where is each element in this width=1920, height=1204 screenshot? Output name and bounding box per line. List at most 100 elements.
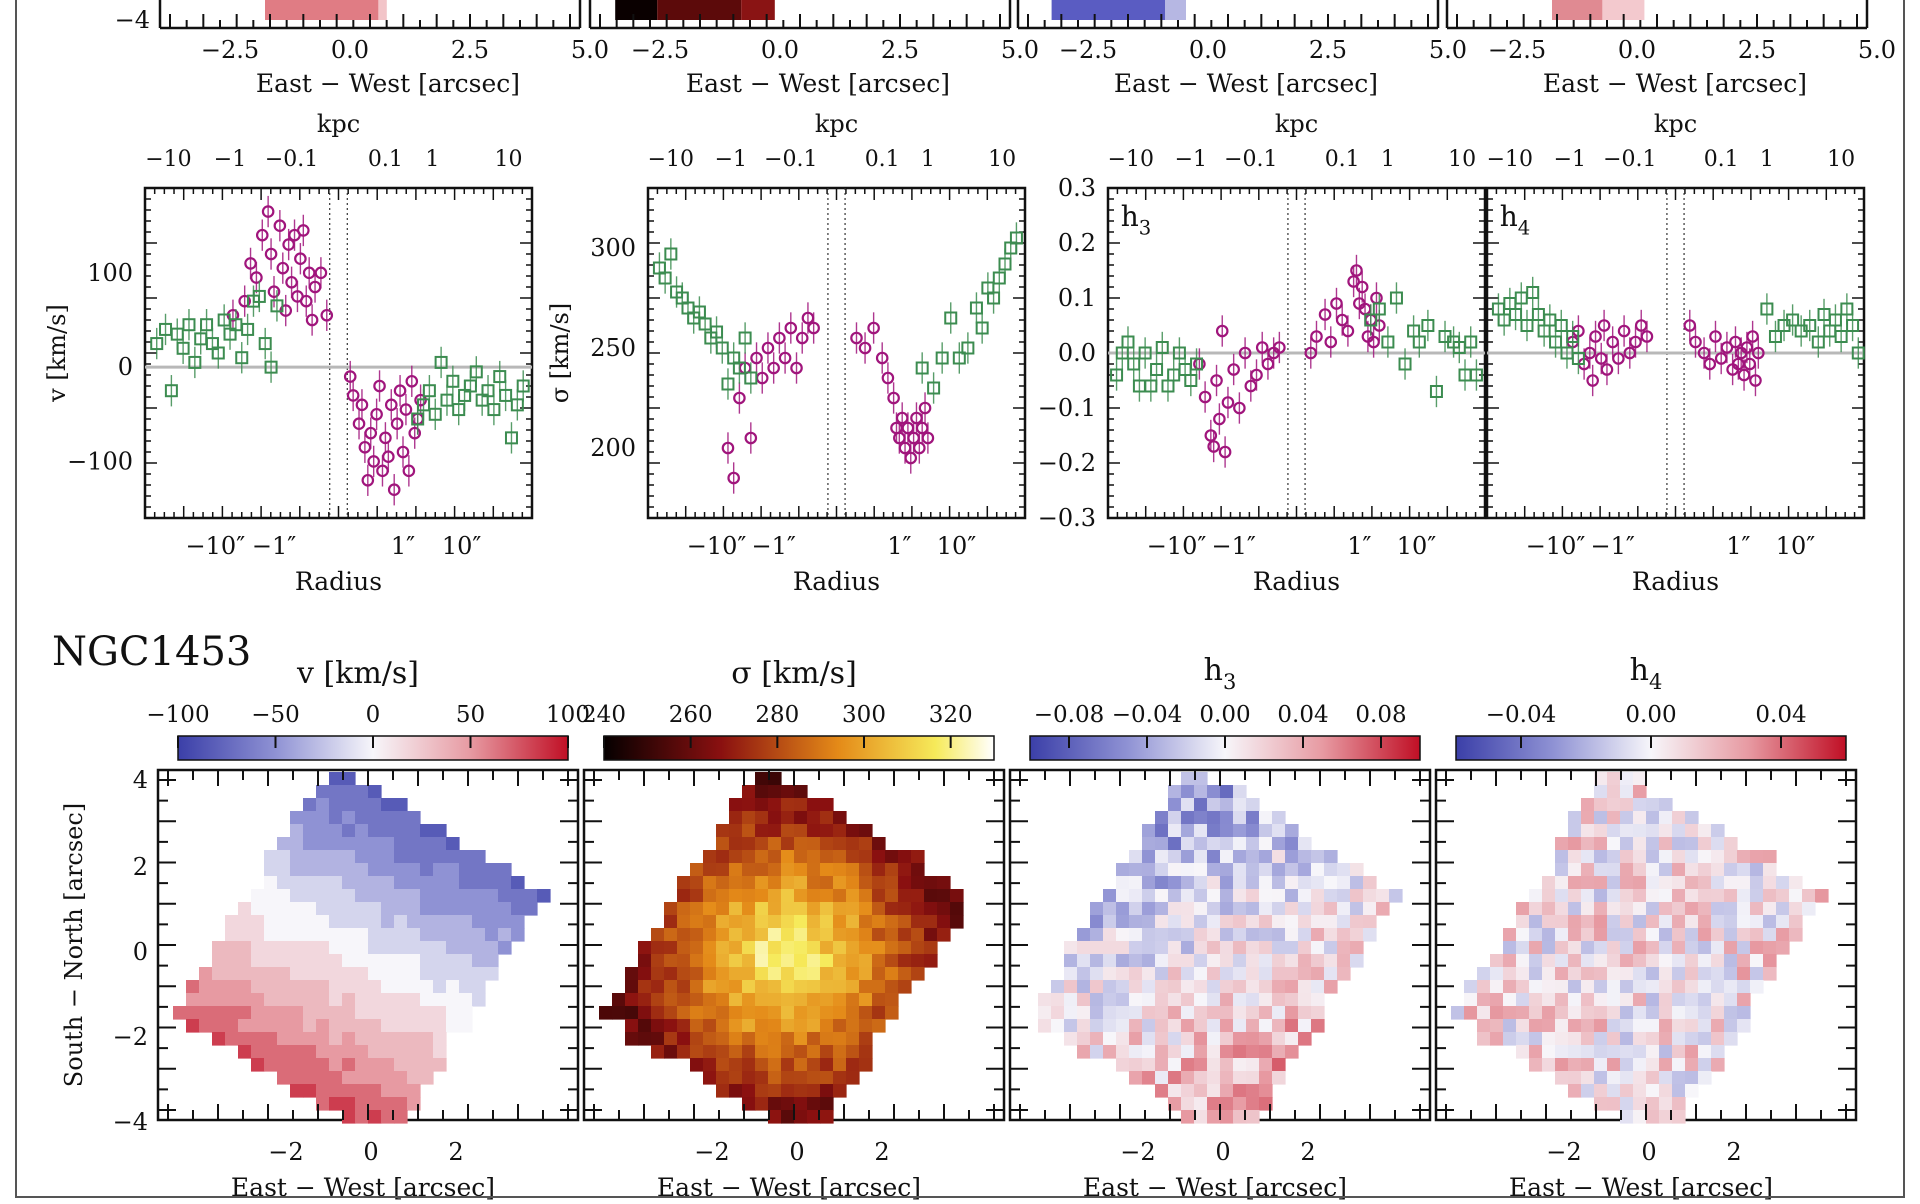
map-pixel (199, 967, 213, 981)
map-pixel (355, 785, 369, 799)
map-pixel (1298, 837, 1312, 851)
map-pixel (303, 876, 317, 890)
map-pixel (472, 850, 486, 864)
map-pixel (937, 915, 951, 929)
map-pixel (1594, 1058, 1608, 1072)
map-pixel (1659, 1084, 1673, 1098)
x-tick-label: −2.5 (1059, 36, 1117, 64)
map-pixel (1155, 837, 1169, 851)
map-pixel (355, 1097, 369, 1111)
data-point-square (1811, 335, 1825, 349)
map-pixel (1607, 1084, 1621, 1098)
y-tick-label: −0.1 (1038, 394, 1096, 422)
map-pixel (1207, 1032, 1221, 1046)
map-pixel (290, 876, 304, 890)
map-pixel (1620, 863, 1634, 877)
map-pixel (1607, 876, 1621, 890)
map-pixel (212, 954, 226, 968)
map-pixel (329, 1071, 343, 1085)
top-tick-label: 1 (1381, 147, 1395, 172)
map-pixel (1711, 863, 1725, 877)
map-pixel (1555, 876, 1569, 890)
map-pixel (820, 993, 834, 1007)
map-pixel (1711, 1058, 1725, 1072)
map-pixel (1194, 1071, 1208, 1085)
map-pixel (355, 954, 369, 968)
map-pixel (1607, 1071, 1621, 1085)
map-pixel (1620, 1084, 1634, 1098)
map-pixel (846, 889, 860, 903)
map-pixel (885, 967, 899, 981)
data-point-circle (850, 331, 863, 345)
map-pixel (859, 876, 873, 890)
map-pixel (1555, 850, 1569, 864)
map-pixel (716, 1032, 730, 1046)
map-pixel (768, 811, 782, 825)
map-pixel (807, 1071, 821, 1085)
map-pixel (446, 954, 460, 968)
map-pixel (1194, 993, 1208, 1007)
map-pixel (1750, 928, 1764, 942)
map-block (1165, 0, 1186, 20)
map-pixel (1181, 1032, 1195, 1046)
data-point-circle (1347, 275, 1360, 288)
map-pixel (342, 837, 356, 851)
map-pixel (729, 876, 743, 890)
data-point-circle (881, 371, 895, 385)
map-pixel (807, 863, 821, 877)
map-pixel (1503, 993, 1517, 1007)
map-pixel (1363, 876, 1377, 890)
data-point-square (975, 321, 989, 335)
map-pixel (1633, 928, 1647, 942)
map-pixel (1259, 824, 1273, 838)
map-pixel (1672, 1032, 1686, 1046)
map-pixel (329, 902, 343, 916)
map-pixel (1646, 798, 1660, 812)
map-pixel (342, 1006, 356, 1020)
map-pixel (1272, 1006, 1286, 1020)
map-pixel (394, 915, 408, 929)
map-pixel (1568, 889, 1582, 903)
data-point-square (188, 355, 202, 369)
map-pixel (1711, 876, 1725, 890)
map-pixel (355, 1084, 369, 1098)
map-pixel (846, 902, 860, 916)
map-pixel (1272, 1032, 1286, 1046)
map-pixel (407, 941, 421, 955)
map-pixel (1581, 850, 1595, 864)
map-pixel (1064, 1019, 1078, 1033)
map-pixel (290, 954, 304, 968)
map-pixel (1607, 837, 1621, 851)
map-pixel (1233, 993, 1247, 1007)
map-pixel (420, 863, 434, 877)
data-point-circle (399, 403, 413, 416)
map-pixel (1207, 1084, 1221, 1098)
map-pixel (1129, 863, 1143, 877)
map-pixel (1181, 967, 1195, 981)
map-pixel (1698, 889, 1712, 903)
data-point-square (658, 271, 672, 285)
map-pixel (264, 954, 278, 968)
map-pixel (1220, 902, 1234, 916)
map-pixel (1116, 928, 1130, 942)
map-pixel (820, 798, 834, 812)
map-pixel (498, 876, 512, 890)
map-pixel (1194, 889, 1208, 903)
data-point-circle (1367, 335, 1380, 349)
map-pixel (1685, 837, 1699, 851)
map-pixel (498, 915, 512, 929)
data-point-circle (1350, 264, 1363, 277)
top-axis-label: kpc (815, 110, 858, 138)
map-pixel (1207, 798, 1221, 812)
map-pixel (729, 1032, 743, 1046)
map-pixel (485, 915, 499, 929)
map-pixel (742, 889, 756, 903)
map-pixel (729, 863, 743, 877)
data-point-square (1138, 346, 1152, 360)
data-point-square (715, 341, 729, 355)
map-pixel (1737, 876, 1751, 890)
map-pixel (1337, 941, 1351, 955)
map-pixel (1285, 889, 1299, 903)
map-pixel (1542, 1058, 1556, 1072)
